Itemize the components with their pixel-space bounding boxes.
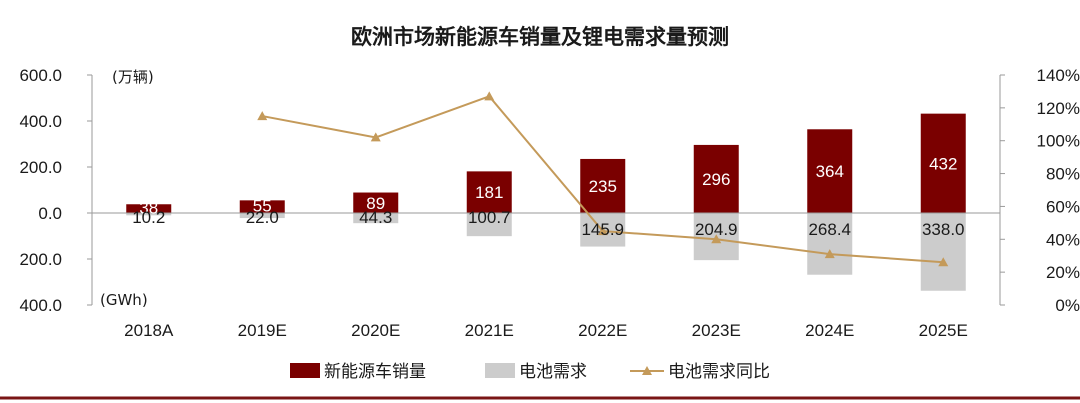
category-label: 2018A	[124, 321, 174, 340]
battery-demand-bar	[126, 213, 172, 216]
nev-sales-bar	[126, 204, 172, 213]
right-tick-label: 60%	[1046, 197, 1080, 216]
left-tick-label: 400.0	[19, 296, 62, 315]
battery-demand-label: 44.3	[359, 208, 392, 227]
category-label: 2024E	[805, 321, 854, 340]
battery-demand-bar	[466, 213, 512, 237]
battery-demand-label: 338.0	[922, 220, 965, 239]
legend-label-nev-sales: 新能源车销量	[324, 362, 426, 382]
legend-swatch-nev-sales	[290, 363, 320, 378]
legend-swatch-battery-demand	[485, 363, 515, 378]
right-tick-label: 80%	[1046, 165, 1080, 184]
nev-sales-label: 55	[253, 197, 272, 216]
category-label: 2025E	[919, 321, 968, 340]
right-tick-label: 140%	[1037, 66, 1080, 85]
nev-sales-bar	[693, 144, 739, 213]
category-label: 2021E	[465, 321, 514, 340]
lower-unit-label: (GWh)	[100, 291, 148, 309]
battery-demand-bar	[807, 213, 853, 275]
left-tick-label: 0.0	[38, 204, 62, 223]
yoy-growth-marker	[824, 249, 835, 259]
plot-area: 600.0 400.0 200.0 0.0 200.0 400.0 140% 120% 100%…	[19, 66, 1080, 340]
battery-demand-bar	[353, 213, 399, 224]
battery-demand-label: 145.9	[581, 220, 624, 239]
category-label: 2019E	[238, 321, 287, 340]
nev-sales-label: 38	[139, 199, 158, 218]
nev-sales-bar	[920, 113, 966, 213]
yoy-growth-marker	[484, 91, 495, 101]
left-tick-label: 600.0	[19, 66, 62, 85]
nev-sales-label: 181	[475, 183, 503, 202]
battery-demand-bar	[920, 213, 966, 291]
legend: 新能源车销量 电池需求 电池需求同比	[290, 362, 770, 382]
battery-demand-label: 100.7	[468, 208, 511, 227]
upper-unit-label: (万辆)	[112, 68, 154, 86]
right-tick-label: 120%	[1037, 99, 1080, 118]
battery-demand-bar	[239, 213, 285, 219]
battery-demand-label: 22.0	[246, 208, 279, 227]
yoy-growth-marker	[597, 226, 608, 236]
nev-sales-bar	[353, 192, 399, 213]
battery-demand-label: 204.9	[695, 220, 738, 239]
battery-demand-label: 10.2	[132, 208, 165, 227]
legend-label-battery-demand: 电池需求	[519, 362, 587, 382]
right-tick-label: 100%	[1037, 132, 1080, 151]
left-tick-label: 400.0	[19, 112, 62, 131]
chart-title: 欧洲市场新能源车销量及锂电需求量预测	[351, 25, 729, 49]
nev-sales-label: 364	[816, 162, 844, 181]
yoy-growth-marker	[711, 234, 722, 244]
nev-sales-bar	[239, 200, 285, 213]
category-label: 2020E	[351, 321, 400, 340]
nev-sales-bar	[807, 129, 853, 213]
yoy-growth-marker	[370, 132, 381, 142]
category-label: 2022E	[578, 321, 627, 340]
left-tick-label: 200.0	[19, 158, 62, 177]
legend-label-yoy-growth: 电池需求同比	[668, 362, 770, 382]
yoy-growth-marker	[257, 111, 268, 121]
left-tick-label: 200.0	[19, 250, 62, 269]
nev-sales-bar	[580, 158, 626, 213]
category-label: 2023E	[692, 321, 741, 340]
battery-demand-label: 268.4	[808, 220, 851, 239]
yoy-growth-marker	[938, 257, 949, 267]
nev-sales-label: 89	[366, 194, 385, 213]
right-tick-label: 20%	[1046, 263, 1080, 282]
nev-sales-bar	[466, 171, 512, 213]
nev-sales-label: 235	[589, 177, 617, 196]
nev-sales-label: 432	[929, 154, 957, 173]
legend-swatch-yoy-marker	[642, 366, 652, 375]
right-tick-label: 40%	[1046, 230, 1080, 249]
right-tick-label: 0%	[1055, 296, 1080, 315]
nev-sales-label: 296	[702, 170, 730, 189]
